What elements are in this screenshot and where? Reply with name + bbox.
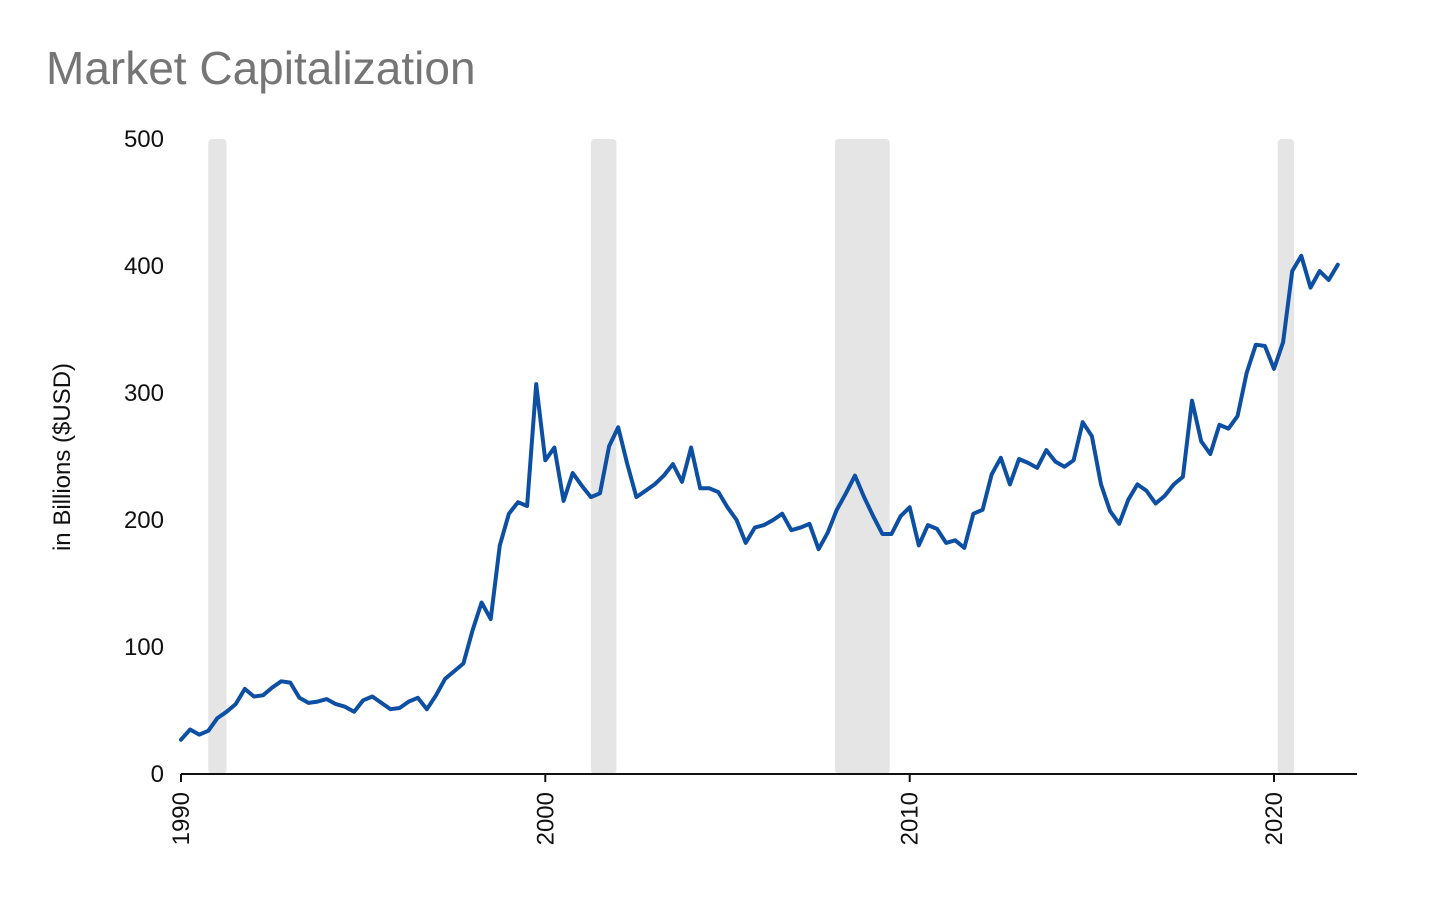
y-tick-label: 0 [151, 761, 164, 788]
x-tick-label: 2010 [897, 792, 924, 845]
y-tick-label: 100 [124, 634, 164, 661]
recession-band [208, 139, 227, 774]
y-tick-label: 200 [124, 507, 164, 534]
recession-band [1277, 139, 1295, 774]
y-tick-label: 400 [124, 253, 164, 280]
chart-title: Market Capitalization [46, 42, 476, 94]
x-tick-label: 1990 [168, 792, 195, 845]
y-axis-label: in Billions ($USD) [49, 363, 76, 551]
x-axis-ticks: 1990 2000 2010 2020 [168, 774, 1288, 845]
y-tick-label: 500 [124, 126, 164, 153]
x-tick-label: 2000 [532, 792, 559, 845]
market-cap-series-line [179, 253, 1340, 742]
y-axis-ticks: 0 100 200 300 400 500 [124, 126, 164, 788]
recession-band [590, 139, 617, 774]
recession-bands [208, 139, 1295, 774]
x-tick-label: 2020 [1261, 792, 1288, 845]
y-tick-label: 300 [124, 380, 164, 407]
recession-band [835, 139, 890, 774]
